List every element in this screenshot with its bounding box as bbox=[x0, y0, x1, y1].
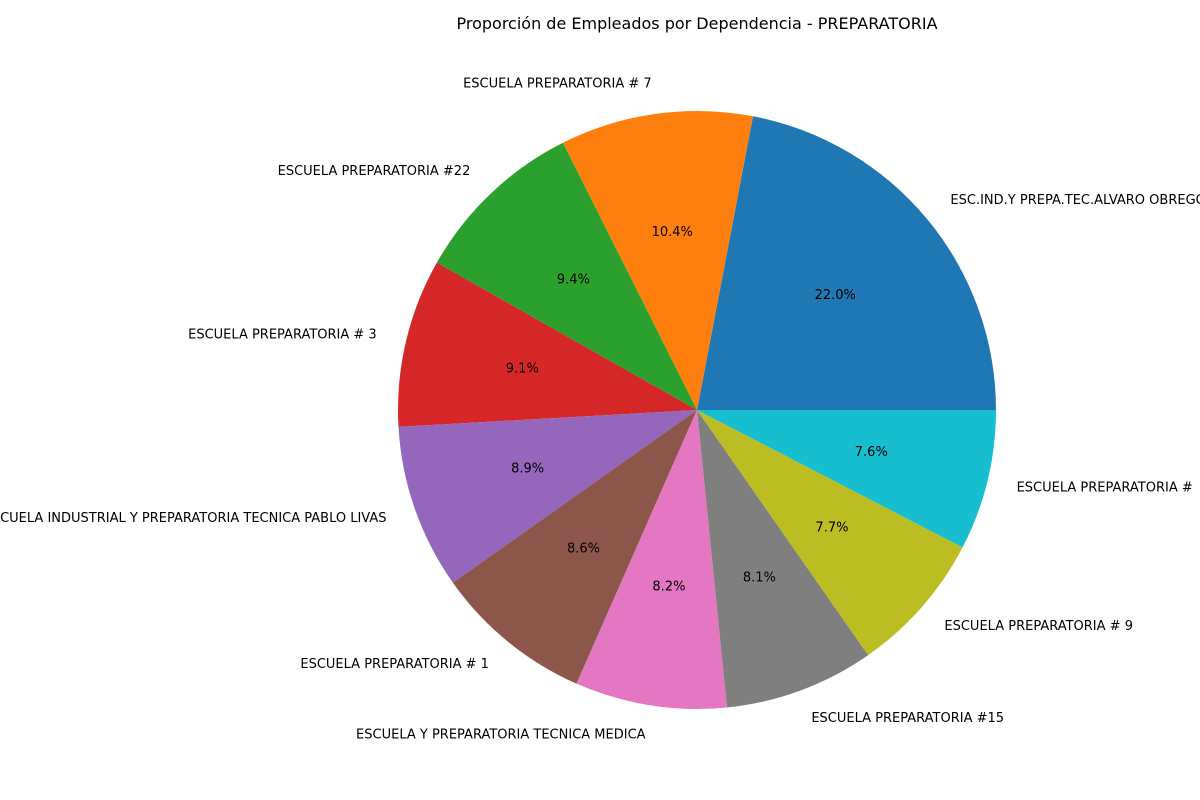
slice-percent-label: 7.7% bbox=[815, 521, 848, 536]
pie-slice-1 bbox=[697, 116, 996, 410]
slice-category-label: ESCUELA PREPARATORIA # 3 bbox=[188, 328, 377, 343]
slice-percent-label: 8.2% bbox=[652, 580, 685, 595]
slice-category-label: ESCUELA PREPARATORIA #22 bbox=[278, 164, 471, 179]
slice-category-label: ESCUELA PREPARATORIA # 1 bbox=[300, 657, 489, 672]
slice-percent-label: 9.1% bbox=[506, 362, 539, 377]
slice-percent-label: 8.1% bbox=[743, 571, 776, 586]
slice-category-label: ESCUELA PREPARATORIA # 9 bbox=[944, 619, 1133, 634]
slice-percent-label: 7.6% bbox=[855, 445, 888, 460]
slice-category-label: ESCUELA INDUSTRIAL Y PREPARATORIA TECNIC… bbox=[0, 511, 387, 526]
pie-slice-2 bbox=[562, 111, 754, 410]
slice-percent-label: 8.9% bbox=[511, 462, 544, 477]
slice-percent-label: 8.6% bbox=[567, 541, 600, 556]
pie-slice-10 bbox=[697, 410, 996, 548]
pie-percent-labels: 22.0% 10.4% 9.4% 9.1% 8.9% 8.6% 8.2% 8.1% 7.7% 7.… bbox=[506, 225, 888, 595]
slice-category-label: ESC.IND.Y PREPA.TEC.ALVARO OBREGON bbox=[950, 193, 1200, 208]
slice-percent-label: 9.4% bbox=[557, 272, 590, 287]
slice-category-label: ESCUELA Y PREPARATORIA TECNICA MEDICA bbox=[356, 727, 646, 742]
slice-percent-label: 10.4% bbox=[652, 225, 693, 240]
pie-slice-8 bbox=[697, 410, 869, 708]
pie-slice-5 bbox=[398, 410, 697, 583]
pie-slice-9 bbox=[697, 410, 963, 656]
pie-slice-3 bbox=[436, 142, 697, 411]
pie-slice-4 bbox=[398, 262, 697, 427]
slice-category-label: ESCUELA PREPARATORIA # 7 bbox=[463, 77, 652, 92]
pie-category-labels: ESC.IND.Y PREPA.TEC.ALVARO OBREGON ESCUEL… bbox=[0, 77, 1200, 743]
slice-category-label: ESCUELA PREPARATORIA #15 bbox=[811, 711, 1004, 726]
slice-percent-label: 22.0% bbox=[815, 288, 856, 303]
chart-title: Proporción de Empleados por Dependencia … bbox=[456, 14, 937, 33]
pie-slice-6 bbox=[452, 410, 697, 684]
pie-slice-7 bbox=[576, 410, 728, 709]
slice-category-label: ESCUELA PREPARATORIA # bbox=[1017, 480, 1193, 495]
pie-slices bbox=[398, 111, 996, 709]
